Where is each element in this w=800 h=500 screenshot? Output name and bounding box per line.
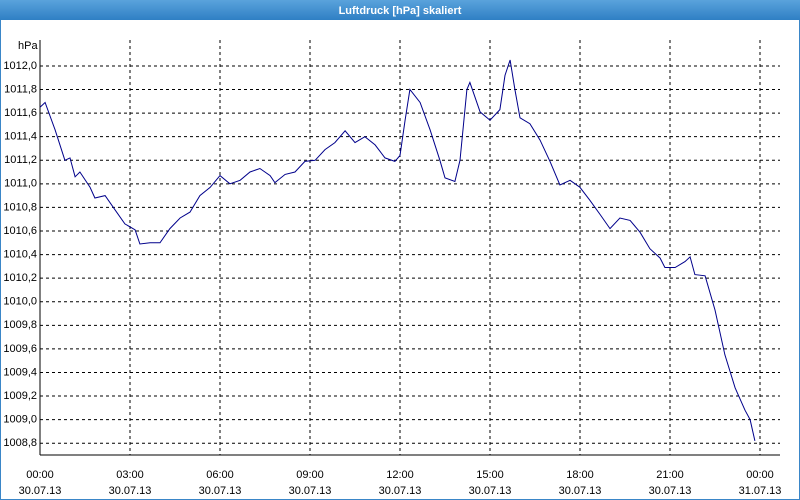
y-tick-label: 1011,8	[4, 83, 37, 95]
x-tick-label: 12:00	[386, 469, 414, 481]
x-tick-date: 31.07.13	[739, 485, 782, 497]
x-tick-date: 30.07.13	[559, 485, 602, 497]
y-tick-label: 1010,2	[3, 272, 37, 284]
y-unit: hPa	[18, 40, 38, 52]
x-tick-date: 30.07.13	[289, 485, 332, 497]
y-tick-label: 1009,6	[3, 343, 37, 355]
x-tick-date: 30.07.13	[109, 485, 152, 497]
x-tick-label: 00:00	[26, 469, 54, 481]
y-tick-label: 1011,2	[4, 154, 37, 166]
y-tick-label: 1011,6	[4, 107, 37, 119]
y-tick-label: 1012,0	[3, 60, 37, 72]
x-tick-date: 30.07.13	[379, 485, 422, 497]
x-tick-label: 18:00	[566, 469, 594, 481]
x-tick-label: 06:00	[206, 469, 234, 481]
x-tick-date: 30.07.13	[649, 485, 692, 497]
y-tick-label: 1009,4	[3, 366, 37, 378]
y-tick-label: 1010,4	[3, 248, 37, 260]
x-tick-label: 15:00	[476, 469, 504, 481]
y-tick-label: 1010,0	[3, 296, 37, 308]
x-tick-date: 30.07.13	[199, 485, 242, 497]
x-tick-label: 09:00	[296, 469, 324, 481]
x-tick-date: 30.07.13	[469, 485, 512, 497]
x-tick-label: 21:00	[656, 469, 684, 481]
y-tick-label: 1011,4	[4, 131, 37, 143]
y-tick-label: 1011,0	[4, 178, 37, 190]
y-tick-label: 1008,8	[3, 437, 37, 449]
x-tick-label: 03:00	[116, 469, 144, 481]
y-tick-label: 1009,0	[3, 414, 37, 426]
chart-title: Luftdruck [hPa] skaliert	[339, 5, 462, 17]
y-tick-label: 1010,8	[3, 201, 37, 213]
line	[39, 59, 756, 442]
y-tick-label: 1009,8	[3, 319, 37, 331]
y-tick-label: 1009,2	[3, 390, 37, 402]
y-tick-label: 1010,6	[3, 225, 37, 237]
title-bar	[0, 0, 800, 20]
x-tick-label: 00:00	[746, 469, 774, 481]
x-tick-date: 30.07.13	[19, 485, 62, 497]
